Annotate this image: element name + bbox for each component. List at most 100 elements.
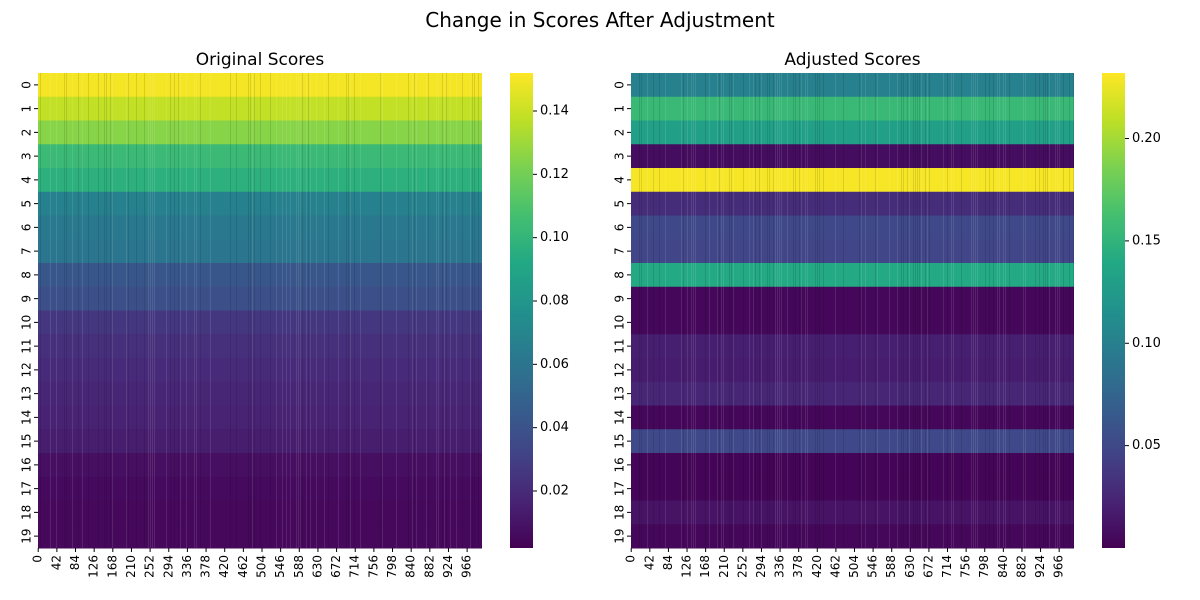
y-tick-label: 8: [20, 271, 34, 279]
x-tick-label: 420: [217, 555, 231, 578]
heatmap-row-16: [631, 453, 1074, 478]
x-tick-label: 672: [921, 555, 935, 578]
heatmap-row-2: [631, 120, 1074, 145]
heatmap-row-0: [631, 73, 1074, 98]
x-tick-label: 126: [680, 555, 694, 578]
heatmap-row-18: [38, 500, 482, 525]
y-tick-label: 17: [20, 481, 34, 496]
x-tick-label: 0: [624, 555, 638, 563]
colorbar-gradient: [510, 73, 533, 548]
y-tick-label: 1: [20, 105, 34, 113]
panel-title: Original Scores: [196, 50, 325, 70]
x-tick-label: 462: [236, 555, 250, 578]
heatmap-row-15: [38, 429, 482, 454]
x-tick-label: 924: [441, 555, 455, 578]
y-tick-label: 18: [20, 505, 34, 520]
heatmap-row-17: [38, 476, 482, 501]
y-tick-label: 16: [613, 457, 627, 472]
x-tick-label: 42: [49, 555, 63, 570]
y-tick-label: 9: [613, 295, 627, 303]
heatmap-row-15: [631, 429, 1074, 454]
y-tick-label: 6: [20, 224, 34, 232]
y-tick-label: 4: [20, 176, 34, 184]
y-tick-label: 1: [613, 105, 627, 113]
y-tick-label: 0: [613, 81, 627, 89]
x-tick-label: 420: [810, 555, 824, 578]
x-tick-label: 84: [68, 555, 82, 570]
x-tick-label: 588: [884, 555, 898, 578]
x-tick-label: 0: [31, 555, 45, 563]
heatmap-row-8: [631, 263, 1074, 288]
colorbar-tick-label: 0.08: [540, 294, 569, 309]
x-tick-label: 672: [329, 555, 343, 578]
heatmap-row-12: [38, 358, 482, 383]
x-tick-label: 798: [977, 555, 991, 578]
heatmap-row-1: [38, 96, 482, 121]
colorbar-tick-label: 0.06: [540, 357, 569, 372]
x-tick-label: 798: [385, 555, 399, 578]
x-tick-label: 588: [292, 555, 306, 578]
heatmap-row-10: [38, 310, 482, 335]
heatmap-row-19: [631, 524, 1074, 549]
heatmap-row-16: [38, 453, 482, 478]
x-tick-label: 210: [124, 555, 138, 578]
heatmap-row-12: [631, 358, 1074, 383]
x-tick-label: 756: [366, 555, 380, 578]
y-tick-label: 9: [20, 295, 34, 303]
x-tick-label: 882: [1014, 555, 1028, 578]
heatmap-row-11: [631, 334, 1074, 359]
y-tick-label: 12: [613, 362, 627, 377]
heatmap-row-9: [38, 286, 482, 311]
y-tick-label: 13: [20, 386, 34, 401]
y-tick-label: 2: [20, 129, 34, 137]
x-tick-label: 714: [348, 555, 362, 578]
x-tick-label: 630: [310, 555, 324, 578]
cell-texture: [639, 73, 1074, 548]
heatmap-row-13: [38, 381, 482, 406]
y-tick-label: 2: [613, 129, 627, 137]
y-tick-label: 19: [613, 528, 627, 543]
heatmap-row-0: [38, 73, 482, 98]
colorbar-tick-label: 0.20: [1132, 131, 1161, 146]
heatmap-row-14: [631, 405, 1074, 430]
y-tick-label: 14: [613, 410, 627, 425]
y-tick-label: 17: [613, 481, 627, 496]
colorbar-tick-label: 0.02: [540, 484, 569, 499]
y-tick-label: 6: [613, 224, 627, 232]
heatmap-row-19: [38, 524, 482, 549]
x-tick-label: 546: [273, 555, 287, 578]
heatmap-row-3: [38, 144, 482, 169]
x-tick-label: 378: [199, 555, 213, 578]
y-tick-label: 4: [613, 176, 627, 184]
x-tick-label: 966: [460, 555, 474, 578]
x-tick-label: 756: [959, 555, 973, 578]
x-tick-label: 882: [422, 555, 436, 578]
x-tick-label: 462: [828, 555, 842, 578]
heatmap-row-17: [631, 476, 1074, 501]
heatmap-row-4: [38, 168, 482, 193]
x-tick-label: 966: [1052, 555, 1066, 578]
x-tick-label: 924: [1033, 555, 1047, 578]
heatmap-row-5: [38, 191, 482, 216]
y-tick-label: 3: [20, 152, 34, 160]
heatmap-row-6: [38, 215, 482, 240]
y-tick-label: 0: [20, 81, 34, 89]
x-tick-label: 294: [754, 555, 768, 578]
x-tick-label: 504: [847, 555, 861, 578]
x-tick-label: 840: [996, 555, 1010, 578]
heatmap-row-4: [631, 168, 1074, 193]
colorbar-tick-label: 0.14: [540, 104, 569, 119]
y-tick-label: 10: [20, 315, 34, 330]
heatmap-row-6: [631, 215, 1074, 240]
y-tick-label: 7: [20, 247, 34, 255]
y-tick-label: 18: [613, 505, 627, 520]
y-tick-label: 16: [20, 457, 34, 472]
heatmap-row-7: [631, 239, 1074, 264]
y-tick-label: 11: [20, 338, 34, 353]
x-tick-label: 168: [105, 555, 119, 578]
colorbar-tick-label: 0.10: [1132, 336, 1161, 351]
colorbar-tick-label: 0.15: [1132, 233, 1161, 248]
heatmap-row-8: [38, 263, 482, 288]
heatmap-row-10: [631, 310, 1074, 335]
